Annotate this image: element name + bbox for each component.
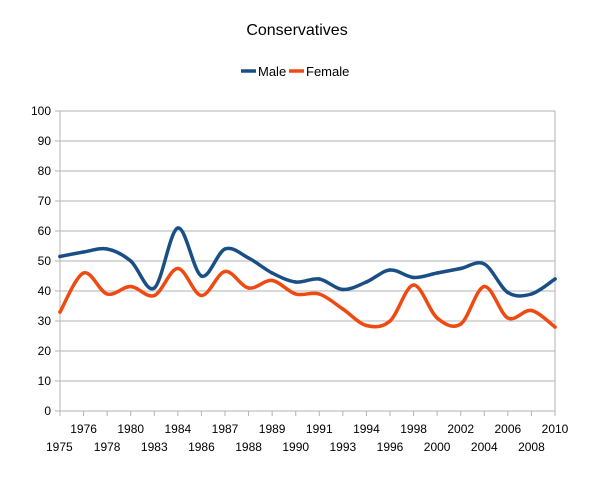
- x-tick-label: 2010: [542, 422, 569, 436]
- data-point-female: [293, 292, 298, 296]
- y-tick-label: 80: [38, 164, 52, 178]
- data-point-male: [341, 287, 345, 292]
- data-point-male: [388, 268, 392, 272]
- x-tick-label: 2004: [471, 440, 498, 454]
- x-tick-label: 1983: [141, 440, 168, 454]
- legend-label-male: Male: [258, 64, 286, 79]
- legend: Male Female: [241, 64, 349, 79]
- data-point-male: [553, 277, 557, 281]
- data-point-male: [482, 262, 487, 266]
- y-tick-label: 30: [38, 314, 52, 328]
- x-tick-label: 1991: [306, 422, 333, 436]
- series-line-female: [58, 266, 557, 329]
- data-point-female: [411, 283, 416, 287]
- data-point-female: [529, 308, 534, 313]
- data-point-male: [246, 256, 251, 260]
- data-point-female: [176, 266, 180, 271]
- data-point-male: [458, 266, 463, 271]
- x-tick-label: 1976: [70, 422, 97, 436]
- y-tick-label: 50: [38, 254, 52, 268]
- legend-label-female: Female: [306, 64, 349, 79]
- y-tick-label: 70: [38, 194, 52, 208]
- data-point-male: [152, 286, 157, 290]
- data-point-male: [176, 226, 180, 230]
- data-point-female: [270, 278, 274, 283]
- x-tick-label: 1994: [353, 422, 380, 436]
- data-point-male: [81, 250, 86, 254]
- x-axis: 1975 1976 1978 1980 1983 1984 1986 1987 1988 1989…: [46, 411, 569, 454]
- data-point-male: [223, 247, 227, 251]
- y-axis: 0 10 20 30 40 50 60 70 80 90 100: [31, 104, 61, 418]
- x-tick-label: 2000: [424, 440, 451, 454]
- data-point-male: [317, 277, 322, 281]
- data-point-male: [529, 292, 534, 296]
- data-point-female: [317, 292, 322, 296]
- data-point-female: [506, 316, 510, 320]
- data-point-female: [553, 325, 557, 329]
- data-point-female: [58, 310, 62, 314]
- data-point-female: [341, 307, 345, 311]
- x-tick-label: 2008: [518, 440, 545, 454]
- y-tick-label: 20: [38, 344, 52, 358]
- data-point-female: [81, 271, 86, 275]
- data-point-female: [246, 286, 251, 290]
- data-point-female: [128, 284, 133, 289]
- data-point-female: [364, 323, 369, 328]
- gridlines: [60, 110, 556, 412]
- x-tick-label: 1988: [235, 440, 262, 454]
- data-point-female: [388, 319, 392, 323]
- y-tick-label: 100: [31, 104, 51, 118]
- series-line-male: [58, 226, 557, 298]
- data-point-female: [152, 293, 157, 298]
- y-tick-label: 90: [38, 134, 52, 148]
- x-tick-label: 2006: [495, 422, 522, 436]
- data-point-male: [270, 271, 274, 275]
- data-point-male: [293, 280, 298, 284]
- x-tick-label: 1980: [117, 422, 144, 436]
- x-tick-label: 1998: [400, 422, 427, 436]
- x-tick-label: 1978: [94, 440, 121, 454]
- data-point-male: [199, 274, 204, 278]
- y-tick-label: 60: [38, 224, 52, 238]
- data-point-female: [105, 292, 109, 296]
- x-tick-label: 2002: [447, 422, 474, 436]
- data-point-male: [364, 280, 369, 284]
- data-point-male: [411, 275, 416, 280]
- x-tick-label: 1986: [188, 440, 215, 454]
- data-point-male: [435, 271, 439, 275]
- x-tick-label: 1996: [377, 440, 404, 454]
- x-tick-label: 1993: [330, 440, 357, 454]
- data-point-female: [482, 284, 487, 289]
- x-tick-label: 1987: [212, 422, 239, 436]
- data-point-male: [506, 290, 510, 295]
- y-tick-label: 10: [38, 374, 52, 388]
- x-tick-label: 1975: [46, 440, 73, 454]
- x-tick-label: 1990: [282, 440, 309, 454]
- y-tick-label: 40: [38, 284, 52, 298]
- x-tick-label: 1989: [259, 422, 286, 436]
- series-lines: [58, 226, 557, 329]
- chart-title: Conservatives: [246, 22, 347, 39]
- data-point-female: [223, 269, 227, 274]
- data-point-male: [58, 254, 62, 259]
- x-tick-label: 1984: [165, 422, 192, 436]
- data-point-male: [128, 259, 133, 263]
- data-point-female: [199, 293, 204, 298]
- data-point-female: [435, 316, 439, 320]
- y-tick-label: 0: [44, 404, 51, 418]
- data-point-male: [105, 247, 109, 251]
- data-point-female: [458, 322, 463, 326]
